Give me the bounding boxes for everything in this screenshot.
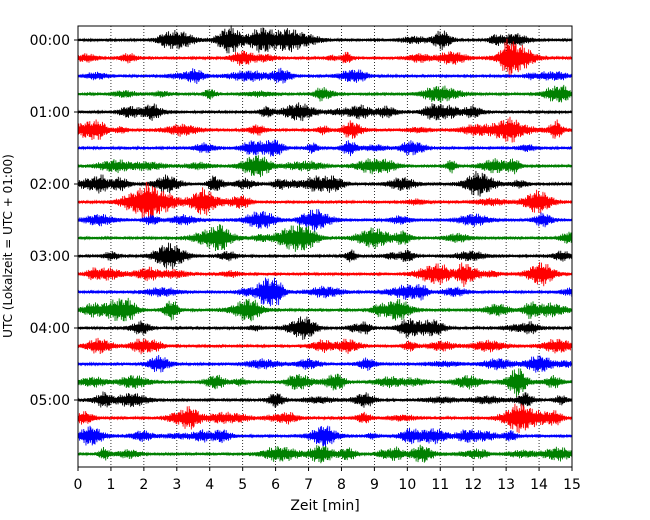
plot-frame [77, 25, 573, 468]
y-tick-label: 05:00 [30, 393, 70, 409]
trace-line [77, 425, 573, 448]
x-tick-label: 0 [74, 477, 83, 493]
x-tick-label: 12 [464, 477, 482, 493]
x-tick-label: 6 [271, 477, 280, 493]
x-tick-label: 7 [304, 477, 313, 493]
y-tick-label: 04:00 [30, 321, 70, 337]
x-tick-label: 14 [530, 477, 548, 493]
x-tick-label: 5 [238, 477, 247, 493]
y-tick-label: 01:00 [30, 105, 70, 121]
x-tick-label: 11 [431, 477, 449, 493]
x-tick-label: 10 [398, 477, 416, 493]
x-tick-label: 1 [106, 477, 115, 493]
x-tick-label: 9 [370, 477, 379, 493]
trace-line [77, 181, 573, 223]
y-axis: 00:00 01:00 02:00 03:00 04:00 05:00 [30, 33, 78, 409]
trace-line [77, 139, 573, 157]
trace-line [77, 403, 573, 434]
trace-line [77, 102, 573, 122]
y-axis-label: UTC (Lokalzeit = UTC + 01:00) [1, 154, 15, 338]
trace-line [77, 67, 573, 84]
trace-line [77, 355, 573, 373]
trace-line [77, 38, 573, 78]
x-axis: 0 1 2 3 4 5 6 7 8 9 10 11 12 13 14 15 [74, 467, 581, 493]
y-tick-label: 00:00 [30, 33, 70, 49]
trace-line [77, 391, 573, 408]
y-tick-label: 02:00 [30, 177, 70, 193]
x-tick-label: 8 [337, 477, 346, 493]
trace-line [77, 444, 573, 464]
trace-line [77, 368, 573, 398]
trace-line [77, 224, 573, 252]
y-tick-label: 03:00 [30, 249, 70, 265]
trace-line [77, 116, 573, 143]
trace-line [77, 277, 573, 307]
trace-line [77, 84, 573, 103]
trace-line [77, 25, 573, 54]
trace-group [77, 25, 573, 464]
x-axis-label: Zeit [min] [290, 498, 359, 514]
trace-line [77, 262, 573, 287]
x-tick-label: 2 [139, 477, 148, 493]
x-tick-label: 15 [563, 477, 581, 493]
trace-line [77, 242, 573, 269]
trace-line [77, 297, 573, 322]
x-tick-label: 13 [497, 477, 515, 493]
x-tick-label: 3 [172, 477, 181, 493]
x-tick-label: 4 [205, 477, 214, 493]
trace-line [77, 337, 573, 355]
trace-line [77, 170, 573, 197]
trace-line [77, 155, 573, 178]
trace-line [77, 209, 573, 233]
trace-line [77, 316, 573, 340]
